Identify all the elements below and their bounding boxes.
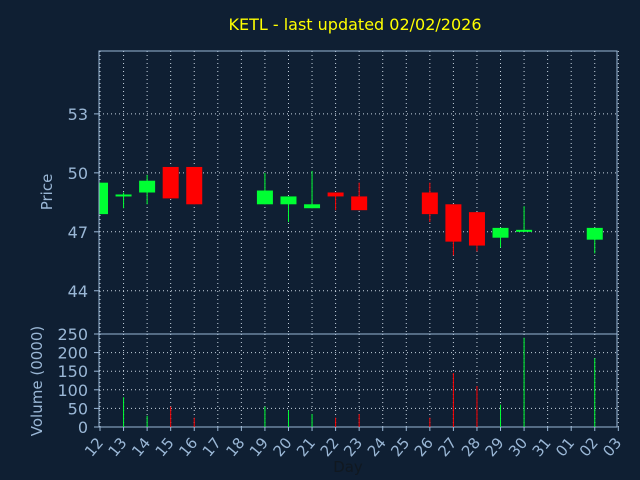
volume-tick-label: 200 bbox=[57, 344, 88, 363]
candle-body bbox=[186, 166, 203, 205]
volume-tick-label: 250 bbox=[57, 325, 88, 344]
candle-body bbox=[351, 196, 368, 211]
volume-tick-label: 100 bbox=[57, 381, 88, 400]
volume-axis-label: Volume (0000) bbox=[28, 326, 46, 436]
volume-tick-label: 50 bbox=[68, 399, 88, 418]
candle-body bbox=[100, 182, 108, 215]
price-tick-label: 53 bbox=[68, 105, 88, 124]
candle-body bbox=[304, 204, 321, 209]
candle-body bbox=[468, 212, 485, 246]
volume-tick-label: 150 bbox=[57, 362, 88, 381]
price-tick-label: 50 bbox=[68, 164, 88, 183]
volume-tick-label: 0 bbox=[78, 418, 88, 437]
candle-body bbox=[445, 204, 462, 242]
candle-body bbox=[516, 229, 533, 232]
price-axis-label: Price bbox=[38, 174, 56, 211]
candle-body bbox=[256, 190, 273, 205]
chart-title: KETL - last updated 02/02/2026 bbox=[228, 15, 481, 34]
candle-body bbox=[162, 166, 179, 199]
candle-body bbox=[586, 227, 603, 240]
candle-body bbox=[115, 194, 132, 197]
x-axis-label: Day bbox=[333, 458, 363, 476]
volume-bars bbox=[123, 337, 596, 427]
candle-body bbox=[492, 227, 509, 238]
candle-body bbox=[139, 180, 156, 193]
price-tick-label: 44 bbox=[68, 282, 88, 301]
volume-panel-frame bbox=[98, 333, 618, 428]
candle-body bbox=[327, 192, 344, 197]
candle-body bbox=[280, 196, 297, 205]
price-tick-label: 47 bbox=[68, 223, 88, 242]
candles bbox=[99, 166, 603, 256]
price-y-ticks: 44 47 50 53 bbox=[68, 105, 99, 301]
candle-body bbox=[421, 192, 438, 215]
